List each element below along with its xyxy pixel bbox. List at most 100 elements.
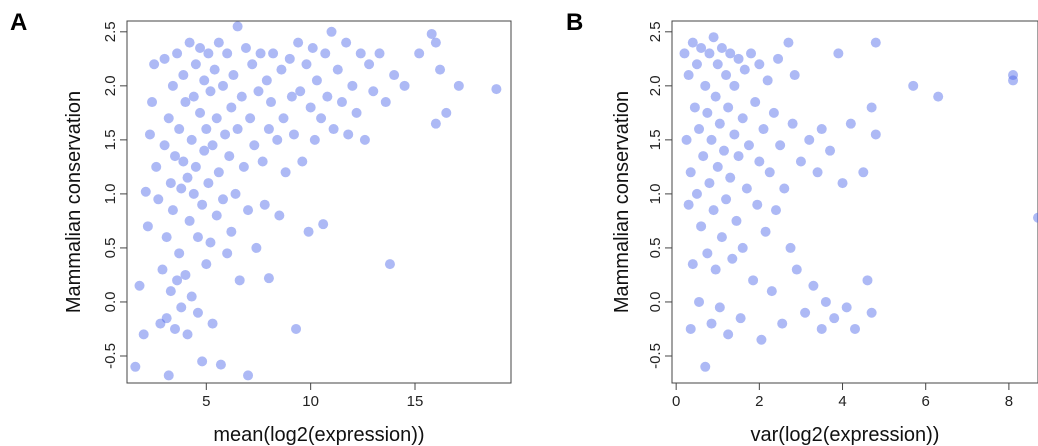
panel-a-data-point <box>192 232 203 243</box>
panel-a-points <box>130 21 502 381</box>
panel-a-scatter: mean(log2(expression)) Mammalian conserv… <box>63 20 512 446</box>
panel-b-data-point <box>723 102 734 113</box>
panel-a-data-point <box>190 59 201 70</box>
panel-a-data-point <box>207 140 218 151</box>
panel-b-data-point <box>758 124 769 135</box>
panel-b-data-point <box>739 64 750 75</box>
panel-b-data-point <box>714 302 725 313</box>
panel-a-data-point <box>295 86 306 97</box>
panel-a-data-point <box>266 97 276 108</box>
panel-a-data-point <box>238 161 249 172</box>
panel-a-data-point <box>240 43 251 54</box>
panel-b-data-point <box>870 37 881 48</box>
panel-b-data-point <box>714 118 725 129</box>
panel-b-data-point <box>725 172 736 183</box>
panel-b-data-point <box>702 248 713 259</box>
panel-a-data-point <box>435 64 446 75</box>
panel-a-data-point <box>178 70 189 81</box>
panel-a-data-point <box>159 140 170 151</box>
panel-a-data-point <box>261 75 272 86</box>
panel-a-data-point <box>305 102 316 113</box>
panel-a-data-point <box>332 64 343 75</box>
panel-a-x-tick-label: 15 <box>407 393 424 410</box>
panel-a-data-point <box>364 59 375 70</box>
panel-a-data-point <box>293 37 304 48</box>
panel-a-data-point <box>174 248 185 259</box>
panel-b-data-point <box>706 318 717 329</box>
panel-b-data-point <box>766 286 777 297</box>
panel-b-data-point <box>729 80 740 91</box>
panel-a-data-point <box>144 129 155 140</box>
panel-a-data-point <box>167 205 178 216</box>
panel-a-x-axis-label: mean(log2(expression)) <box>213 424 424 446</box>
panel-a-data-point <box>205 237 216 248</box>
panel-b-data-point <box>702 107 713 118</box>
panel-a-data-point <box>257 156 268 167</box>
panel-b-data-point <box>762 75 773 86</box>
panel-a-ticks: 5 10 15 -0.5 0.0 0.5 1.0 1.5 2.0 2.5 <box>102 21 423 410</box>
panel-a-data-point <box>165 286 176 297</box>
panel-a-data-point <box>318 219 329 230</box>
panel-b-data-point <box>773 53 784 64</box>
panel-a-data-point <box>491 84 502 95</box>
panel-b-data-point <box>756 334 767 345</box>
panel-b-data-point <box>1008 70 1019 81</box>
panel-a-data-point <box>441 107 452 118</box>
panel-b-scatter: var(log2(expression)) Mammalian conserva… <box>611 20 1038 446</box>
panel-a-data-point <box>322 91 333 102</box>
panel-b-data-point <box>820 296 831 307</box>
panel-a-y-tick-label: 2.5 <box>102 21 119 42</box>
panel-a-data-point <box>303 226 314 237</box>
panel-a-data-point <box>142 221 153 232</box>
panel-b-data-point <box>1033 212 1038 223</box>
panel-a-data-point <box>199 145 210 156</box>
panel-a-data-point <box>201 259 212 270</box>
panel-a-data-point <box>130 361 141 372</box>
panel-a-data-point <box>355 48 366 59</box>
panel-a-data-point <box>186 291 197 302</box>
panel-a-data-point <box>430 37 441 48</box>
panel-a-data-point <box>245 113 256 124</box>
panel-a-data-point <box>176 302 187 313</box>
panel-a-x-tick-label: 10 <box>302 393 319 410</box>
panel-b-data-point <box>679 48 690 59</box>
panel-b-data-point <box>689 102 700 113</box>
panel-b-data-point <box>764 167 775 178</box>
panel-b-y-tick-label: 1.0 <box>647 183 664 204</box>
panel-b-x-tick-label: 2 <box>755 393 763 410</box>
panel-a-data-point <box>359 134 370 145</box>
panel-a-data-point <box>328 124 339 135</box>
panel-b-data-point <box>841 302 852 313</box>
panel-b-y-axis-label: Mammalian conservation <box>611 91 633 313</box>
panel-b-data-point <box>829 313 840 324</box>
panel-b-data-point <box>837 178 848 189</box>
panel-a-data-point <box>414 48 425 59</box>
panel-b-data-point <box>1008 75 1019 86</box>
panel-a-y-axis-label: Mammalian conservation <box>63 91 85 313</box>
panel-a-data-point <box>184 37 195 48</box>
panel-b-data-point <box>746 48 757 59</box>
panel-b-data-point <box>725 48 736 59</box>
panel-a-data-point <box>140 186 151 197</box>
panel-b-data-point <box>795 156 806 167</box>
panel-b-data-point <box>816 323 827 334</box>
panel-a-data-point <box>149 59 160 70</box>
panel-b-y-tick-label: 2.5 <box>647 21 664 42</box>
panel-b-data-point <box>791 264 802 275</box>
panel-b-data-point <box>729 129 740 140</box>
panel-a-y-tick-label: 1.5 <box>102 129 119 150</box>
panel-a-data-point <box>341 37 352 48</box>
panel-b-data-point <box>800 307 811 318</box>
panel-a-data-point <box>161 313 172 324</box>
panel-b-data-point <box>700 361 711 372</box>
panel-b-data-point <box>735 313 746 324</box>
panel-b-data-point <box>708 205 719 216</box>
panel-a-y-tick-label: 2.0 <box>102 75 119 96</box>
panel-a-data-point <box>288 129 299 140</box>
panel-b-data-point <box>696 43 707 54</box>
panel-a-data-point <box>228 70 239 81</box>
panel-a-data-point <box>209 64 220 75</box>
panel-a-data-point <box>336 97 347 108</box>
panel-a-data-point <box>226 102 237 113</box>
panel-a-data-point <box>384 259 395 270</box>
